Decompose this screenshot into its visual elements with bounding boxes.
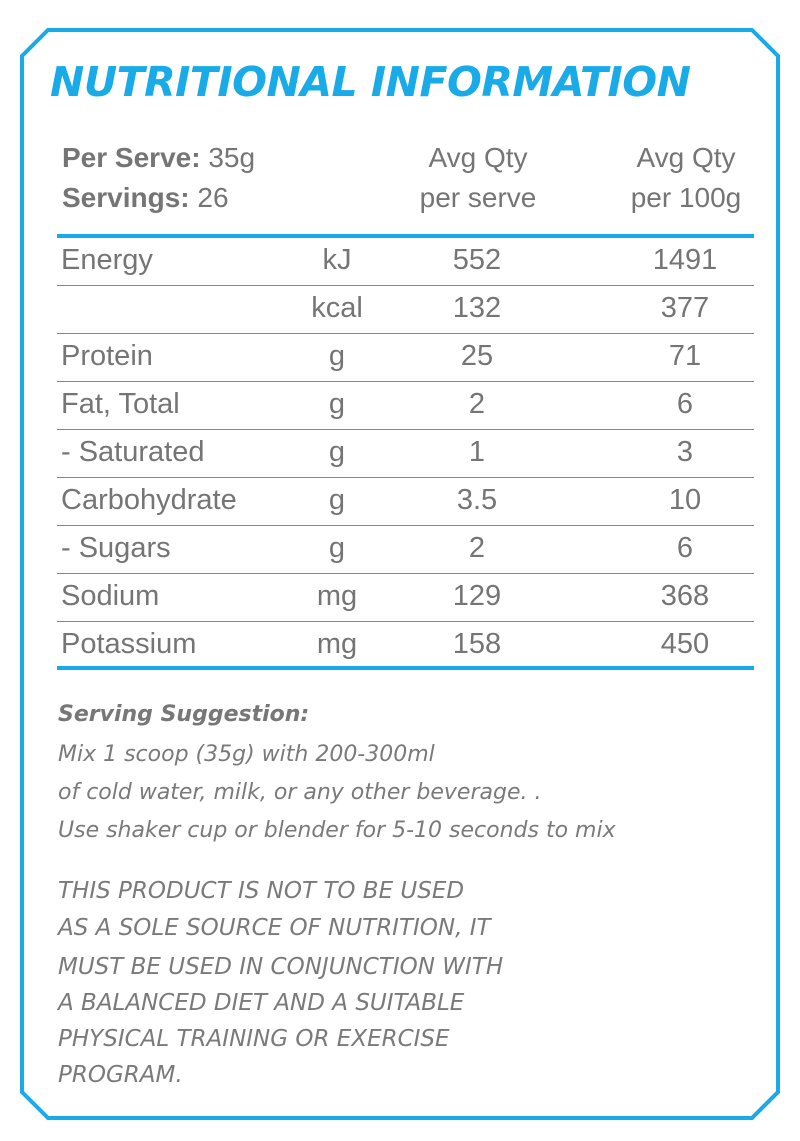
table-row: kcal 132 377 bbox=[57, 286, 754, 333]
qty-per-100g: 3 bbox=[676, 436, 694, 468]
row-divider bbox=[57, 429, 754, 430]
servings-line: Servings: 26 bbox=[62, 182, 229, 213]
warning-line: MUST BE USED IN CONJUNCTION WITH bbox=[58, 954, 504, 980]
unit: kJ bbox=[322, 244, 352, 276]
warning-line: PHYSICAL TRAINING OR EXERCISE bbox=[58, 1026, 450, 1052]
qty-per-100g: 450 bbox=[660, 628, 710, 660]
unit: g bbox=[328, 532, 346, 564]
unit: g bbox=[328, 340, 346, 372]
row-divider bbox=[57, 525, 754, 526]
row-divider bbox=[57, 573, 754, 574]
table-top-rule bbox=[57, 234, 754, 238]
warning-line: THIS PRODUCT IS NOT TO BE USED bbox=[58, 878, 465, 904]
nutrient-name: - Saturated bbox=[61, 436, 205, 468]
warning-line: AS A SOLE SOURCE OF NUTRITION, IT bbox=[58, 915, 491, 941]
table-row: Protein g 25 71 bbox=[57, 334, 754, 381]
unit: mg bbox=[316, 628, 358, 660]
qty-per-serve: 2 bbox=[468, 388, 486, 420]
warning-line: PROGRAM. bbox=[58, 1062, 183, 1088]
table-row: Energy kJ 552 1491 bbox=[57, 238, 754, 285]
table-row: Carbohydrate g 3.5 10 bbox=[57, 478, 754, 525]
qty-per-serve: 2 bbox=[468, 532, 486, 564]
row-divider bbox=[57, 285, 754, 286]
unit: g bbox=[328, 388, 346, 420]
row-divider bbox=[57, 333, 754, 334]
table-row: Fat, Total g 2 6 bbox=[57, 382, 754, 429]
warning-line: A BALANCED DIET AND A SUITABLE bbox=[58, 990, 465, 1016]
panel-title: NUTRITIONAL INFORMATION bbox=[50, 58, 691, 106]
qty-per-100g: 377 bbox=[660, 292, 710, 324]
unit: g bbox=[328, 436, 346, 468]
qty-per-serve: 25 bbox=[460, 340, 494, 372]
qty-per-100g: 368 bbox=[660, 580, 710, 612]
table-row: Sodium mg 129 368 bbox=[57, 574, 754, 621]
unit: g bbox=[328, 484, 346, 516]
suggestion-line: of cold water, milk, or any other bevera… bbox=[58, 780, 542, 805]
serve-info: Per Serve: 35g Servings: 26 bbox=[62, 138, 255, 218]
qty-per-serve: 158 bbox=[452, 628, 502, 660]
nutrient-name: Sodium bbox=[61, 580, 160, 612]
nutrient-name: - Sugars bbox=[61, 532, 171, 564]
unit: kcal bbox=[311, 292, 363, 324]
nutrient-name: Potassium bbox=[61, 628, 197, 660]
row-divider bbox=[57, 477, 754, 478]
nutrient-name: Protein bbox=[61, 340, 153, 372]
qty-per-100g: 71 bbox=[668, 340, 702, 372]
suggestion-line: Mix 1 scoop (35g) with 200-300ml bbox=[58, 742, 435, 767]
qty-per-100g: 6 bbox=[676, 388, 694, 420]
suggestion-line: Use shaker cup or blender for 5-10 secon… bbox=[58, 818, 616, 843]
qty-per-100g: 6 bbox=[676, 532, 694, 564]
nutrient-name: Fat, Total bbox=[61, 388, 180, 420]
qty-per-100g: 10 bbox=[668, 484, 702, 516]
qty-per-serve: 3.5 bbox=[456, 484, 498, 516]
table-row: - Saturated g 1 3 bbox=[57, 430, 754, 477]
qty-per-serve: 132 bbox=[452, 292, 502, 324]
qty-per-serve: 129 bbox=[452, 580, 502, 612]
row-divider bbox=[57, 381, 754, 382]
serving-suggestion-heading: Serving Suggestion: bbox=[58, 702, 310, 727]
qty-per-serve: 552 bbox=[452, 244, 502, 276]
table-bottom-rule bbox=[57, 666, 754, 670]
col-header-per-serve: Avg Qty per serve bbox=[419, 142, 537, 213]
table-row: - Sugars g 2 6 bbox=[57, 526, 754, 573]
qty-per-serve: 1 bbox=[468, 436, 486, 468]
per-serve-line: Per Serve: 35g bbox=[62, 142, 256, 173]
col-header-per-100g: Avg Qty per 100g bbox=[630, 142, 742, 213]
nutrient-name: Carbohydrate bbox=[61, 484, 237, 516]
unit: mg bbox=[316, 580, 358, 612]
qty-per-100g: 1491 bbox=[652, 244, 718, 276]
nutrient-name: Energy bbox=[61, 244, 153, 276]
row-divider bbox=[57, 621, 754, 622]
table-row: Potassium mg 158 450 bbox=[57, 622, 754, 669]
